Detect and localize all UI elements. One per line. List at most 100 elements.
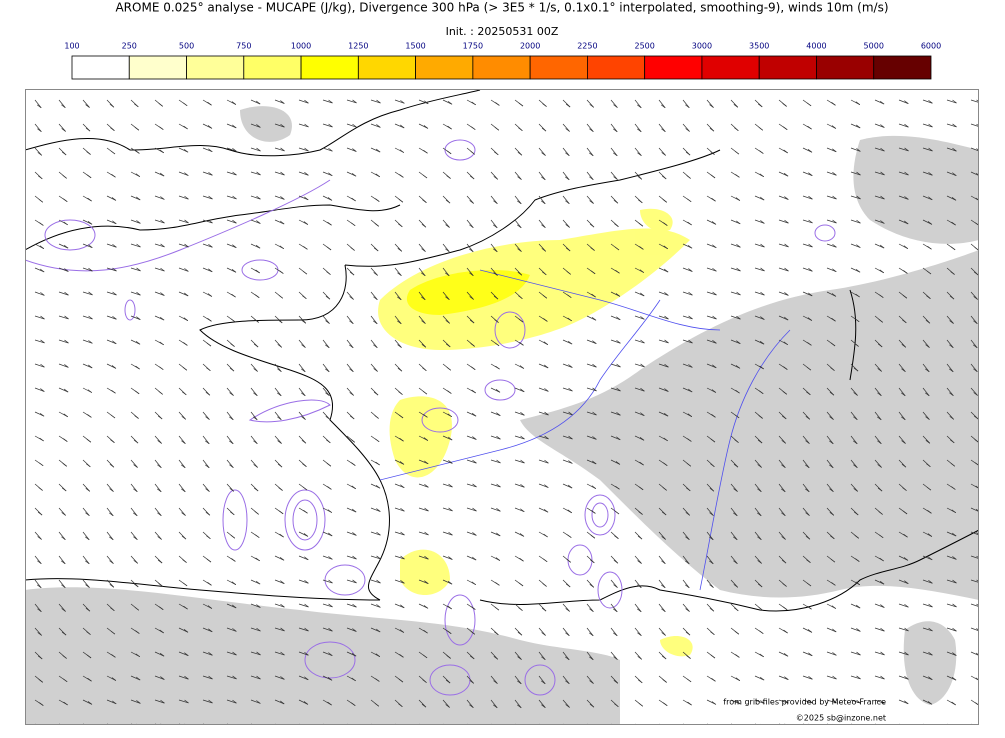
wind-barb-flag — [424, 460, 429, 465]
wind-barb-flag — [256, 604, 261, 608]
wind-barb-flag — [493, 248, 498, 253]
wind-barb — [346, 651, 357, 657]
wind-barb-flag — [880, 700, 885, 704]
wind-barb — [370, 291, 378, 300]
wind-barb — [562, 675, 570, 684]
wind-barb-flag — [111, 173, 116, 178]
wind-barb — [298, 171, 309, 176]
wind-barb-flag — [232, 195, 237, 200]
wind-barb-flag — [901, 463, 907, 468]
wind-barb-flag — [278, 294, 283, 299]
wind-barb-flag — [759, 340, 765, 345]
wind-barb — [706, 243, 717, 249]
wind-barb-flag — [255, 534, 260, 538]
wind-barb — [874, 411, 882, 421]
wind-barb-flag — [255, 244, 261, 249]
wind-barb-flag — [112, 291, 117, 296]
wind-barb-flag — [469, 224, 474, 229]
wind-barb-flag — [757, 439, 763, 444]
wind-barb — [514, 243, 522, 252]
wind-barb — [706, 315, 717, 320]
wind-barb-flag — [829, 391, 835, 396]
wind-barb-flag — [782, 583, 787, 587]
colorbar-tick-label: 3500 — [749, 42, 769, 51]
wind-barb-flag — [781, 559, 787, 564]
map-frame — [25, 89, 979, 725]
wind-barb-flag — [398, 391, 403, 395]
wind-barb-flag — [589, 632, 594, 637]
wind-barb-flag — [208, 171, 213, 176]
wind-barb-flag — [301, 320, 307, 324]
wind-barb — [418, 267, 426, 277]
wind-barb — [538, 147, 546, 156]
wind-barb-flag — [159, 606, 164, 610]
wind-barb-flag — [807, 149, 813, 153]
wind-barb-flag — [733, 512, 738, 517]
wind-barb — [178, 459, 186, 469]
wind-barb — [58, 99, 66, 108]
wind-barb — [778, 483, 786, 493]
wind-barb-flag — [879, 294, 884, 298]
wind-barb — [634, 411, 645, 416]
wind-barb-flag — [949, 392, 954, 396]
wind-barb — [322, 579, 333, 584]
wind-barb-flag — [543, 318, 548, 322]
wind-barb — [346, 627, 357, 632]
wind-barb-flag — [687, 701, 692, 706]
wind-barb — [34, 363, 45, 368]
wind-barb-flag — [613, 176, 618, 180]
wind-barb-flag — [183, 342, 188, 346]
colorbar-box — [701, 55, 760, 80]
wind-barb-flag — [469, 704, 474, 708]
wind-barb — [298, 99, 309, 104]
wind-barb — [82, 555, 90, 565]
wind-barb-flag — [255, 100, 261, 105]
wind-barb-flag — [736, 291, 741, 296]
wind-barb-flag — [397, 296, 402, 301]
wind-barb-flag — [542, 558, 548, 563]
wind-barb-flag — [280, 171, 285, 176]
wind-barb — [682, 363, 693, 368]
wind-barb-flag — [734, 607, 739, 612]
wind-barb-flag — [448, 507, 453, 512]
wind-barb-flag — [136, 267, 141, 272]
wind-barb-flag — [829, 440, 834, 445]
wind-barb-flag — [493, 656, 499, 660]
wind-barb-flag — [661, 152, 666, 156]
wind-barb — [874, 195, 885, 200]
wind-barb-flag — [807, 125, 812, 130]
wind-barb-flag — [830, 558, 836, 563]
wind-barb-flag — [277, 344, 282, 348]
wind-barb-flag — [518, 295, 523, 300]
wind-barb — [538, 459, 549, 464]
wind-barb-flag — [589, 176, 594, 181]
wind-barb-flag — [496, 532, 501, 537]
wind-barb-flag — [376, 99, 381, 104]
colorbar-box — [816, 55, 875, 80]
wind-barb — [298, 363, 306, 373]
wind-barb-flag — [397, 367, 403, 372]
wind-barb — [82, 339, 93, 344]
wind-barb-flag — [542, 103, 547, 107]
wind-barb-flag — [206, 367, 211, 372]
wind-barb-flag — [328, 652, 333, 656]
wind-barb-flag — [735, 174, 740, 178]
wind-barb-flag — [808, 243, 813, 248]
wind-barb-flag — [470, 631, 475, 635]
wind-barb-flag — [256, 700, 261, 704]
wind-barb-flag — [471, 101, 476, 106]
wind-barb-flag — [112, 340, 117, 345]
wind-barb — [274, 147, 285, 152]
wind-barb-flag — [711, 389, 717, 393]
colorbar-tick-label: 4000 — [806, 42, 826, 51]
wind-barb-flag — [157, 440, 162, 444]
wind-barb — [610, 315, 621, 321]
wind-barb-flag — [637, 535, 643, 540]
wind-barb-flag — [301, 368, 306, 373]
wind-barb-flag — [831, 125, 837, 129]
wind-barb-flag — [831, 317, 836, 322]
wind-barb — [322, 555, 333, 560]
wind-barb-flag — [182, 366, 188, 371]
wind-barb — [250, 171, 261, 176]
wind-barb-flag — [902, 487, 907, 491]
